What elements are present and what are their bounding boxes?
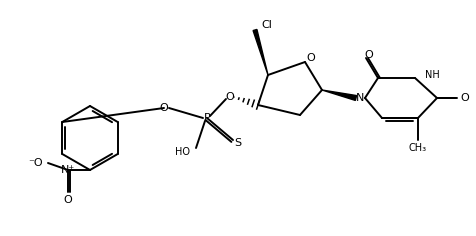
Text: P: P xyxy=(203,113,210,123)
Polygon shape xyxy=(253,30,268,75)
Text: ⁻O: ⁻O xyxy=(28,158,43,168)
Text: O: O xyxy=(364,50,373,60)
Text: Cl: Cl xyxy=(260,20,271,30)
Text: O: O xyxy=(63,195,72,205)
Text: NH: NH xyxy=(424,70,439,80)
Text: O: O xyxy=(159,103,168,113)
Text: N: N xyxy=(355,93,363,103)
Text: O: O xyxy=(225,92,234,102)
Text: S: S xyxy=(234,138,241,148)
Text: N⁺: N⁺ xyxy=(61,165,75,175)
Text: O: O xyxy=(459,93,468,103)
Text: HO: HO xyxy=(175,147,189,157)
Text: CH₃: CH₃ xyxy=(408,143,426,153)
Polygon shape xyxy=(321,90,356,101)
Text: O: O xyxy=(306,53,315,63)
